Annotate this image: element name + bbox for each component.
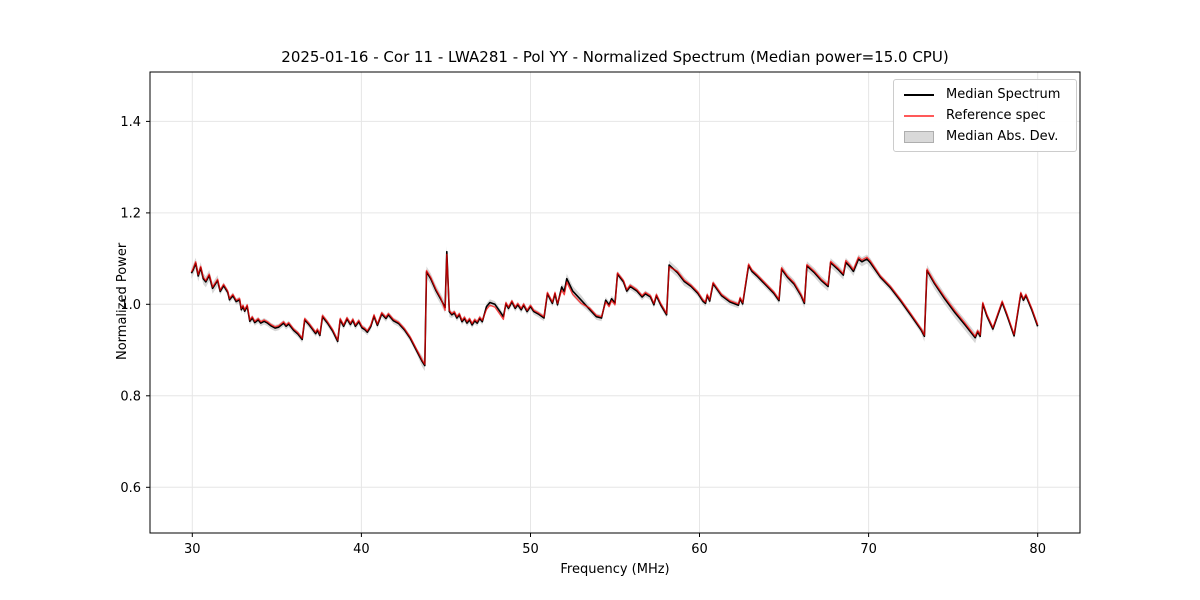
legend-item-median-abs-dev: Median Abs. Dev.: [904, 129, 1066, 144]
y-tick-label: 1.0: [120, 298, 141, 313]
x-tick-label: 50: [522, 542, 539, 557]
y-ticks: 0.6 0.8 1.0 1.2 1.4: [120, 115, 150, 496]
y-tick-label: 1.4: [120, 115, 141, 130]
x-tick-label: 40: [353, 542, 370, 557]
median-spectrum-line: [190, 250, 1039, 367]
legend-label: Reference spec: [946, 108, 1046, 123]
reference-line-swatch-icon: [904, 114, 934, 117]
y-axis-label: Normalized Power: [115, 242, 130, 360]
legend-item-reference-spec: Reference spec: [904, 108, 1066, 123]
mad-patch-swatch-icon: [904, 130, 934, 143]
x-tick-label: 70: [860, 542, 877, 557]
legend-item-median-spectrum: Median Spectrum: [904, 87, 1066, 102]
y-tick-label: 1.2: [120, 206, 141, 221]
mad-band: [191, 246, 1038, 372]
legend: Median Spectrum Reference spec Median Ab…: [893, 79, 1077, 152]
x-tick-label: 30: [184, 542, 201, 557]
reference-spec-line: [190, 253, 1039, 365]
x-tick-label: 80: [1029, 542, 1046, 557]
median-line-swatch-icon: [904, 93, 934, 96]
y-tick-label: 0.6: [120, 481, 141, 496]
x-ticks: 30 40 50 60 70 80: [184, 533, 1046, 557]
x-tick-label: 60: [691, 542, 708, 557]
chart-title: 2025-01-16 - Cor 11 - LWA281 - Pol YY - …: [281, 48, 949, 66]
axes-box: [149, 71, 1081, 534]
legend-label: Median Spectrum: [946, 87, 1061, 102]
legend-label: Median Abs. Dev.: [946, 129, 1059, 144]
x-axis-label: Frequency (MHz): [560, 562, 670, 577]
y-tick-label: 0.8: [120, 389, 141, 404]
